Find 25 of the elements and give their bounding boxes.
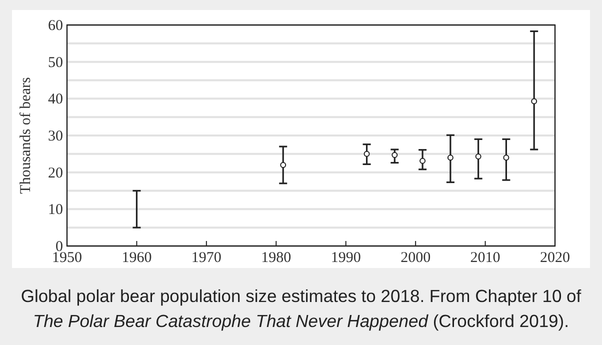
y-axis-title: Thousands of bears — [18, 77, 34, 194]
x-tick-label: 2020 — [540, 250, 570, 266]
point — [364, 150, 370, 157]
text: The Polar Bear Catastrophe That Never Happened — [33, 311, 430, 331]
x-tick-label: 2010 — [470, 250, 500, 266]
point — [475, 153, 482, 160]
x-tick-label: 1970 — [191, 250, 222, 266]
point — [420, 158, 426, 164]
x-tick-label: 1960 — [122, 250, 152, 266]
y-tick-label: 60 — [48, 18, 63, 34]
y-tick-label: 30 — [48, 128, 63, 144]
text: Global polar bear population size estimates to 2018. From Chapter 10 of — [20, 286, 582, 306]
y-tick-label: 50 — [48, 54, 63, 71]
point — [392, 152, 398, 158]
text: (Crockford 2019). — [428, 311, 569, 331]
x-tick-label: 2000 — [400, 250, 431, 266]
y-tick-label: 40 — [48, 92, 63, 108]
y-tick-label: 10 — [48, 202, 63, 218]
y-tick-label: 20 — [48, 165, 63, 182]
point — [503, 154, 510, 161]
x-tick-label: 1980 — [261, 250, 292, 266]
point — [447, 154, 454, 161]
point — [280, 162, 286, 168]
point — [531, 98, 538, 104]
x-tick-label: 1990 — [330, 250, 361, 266]
